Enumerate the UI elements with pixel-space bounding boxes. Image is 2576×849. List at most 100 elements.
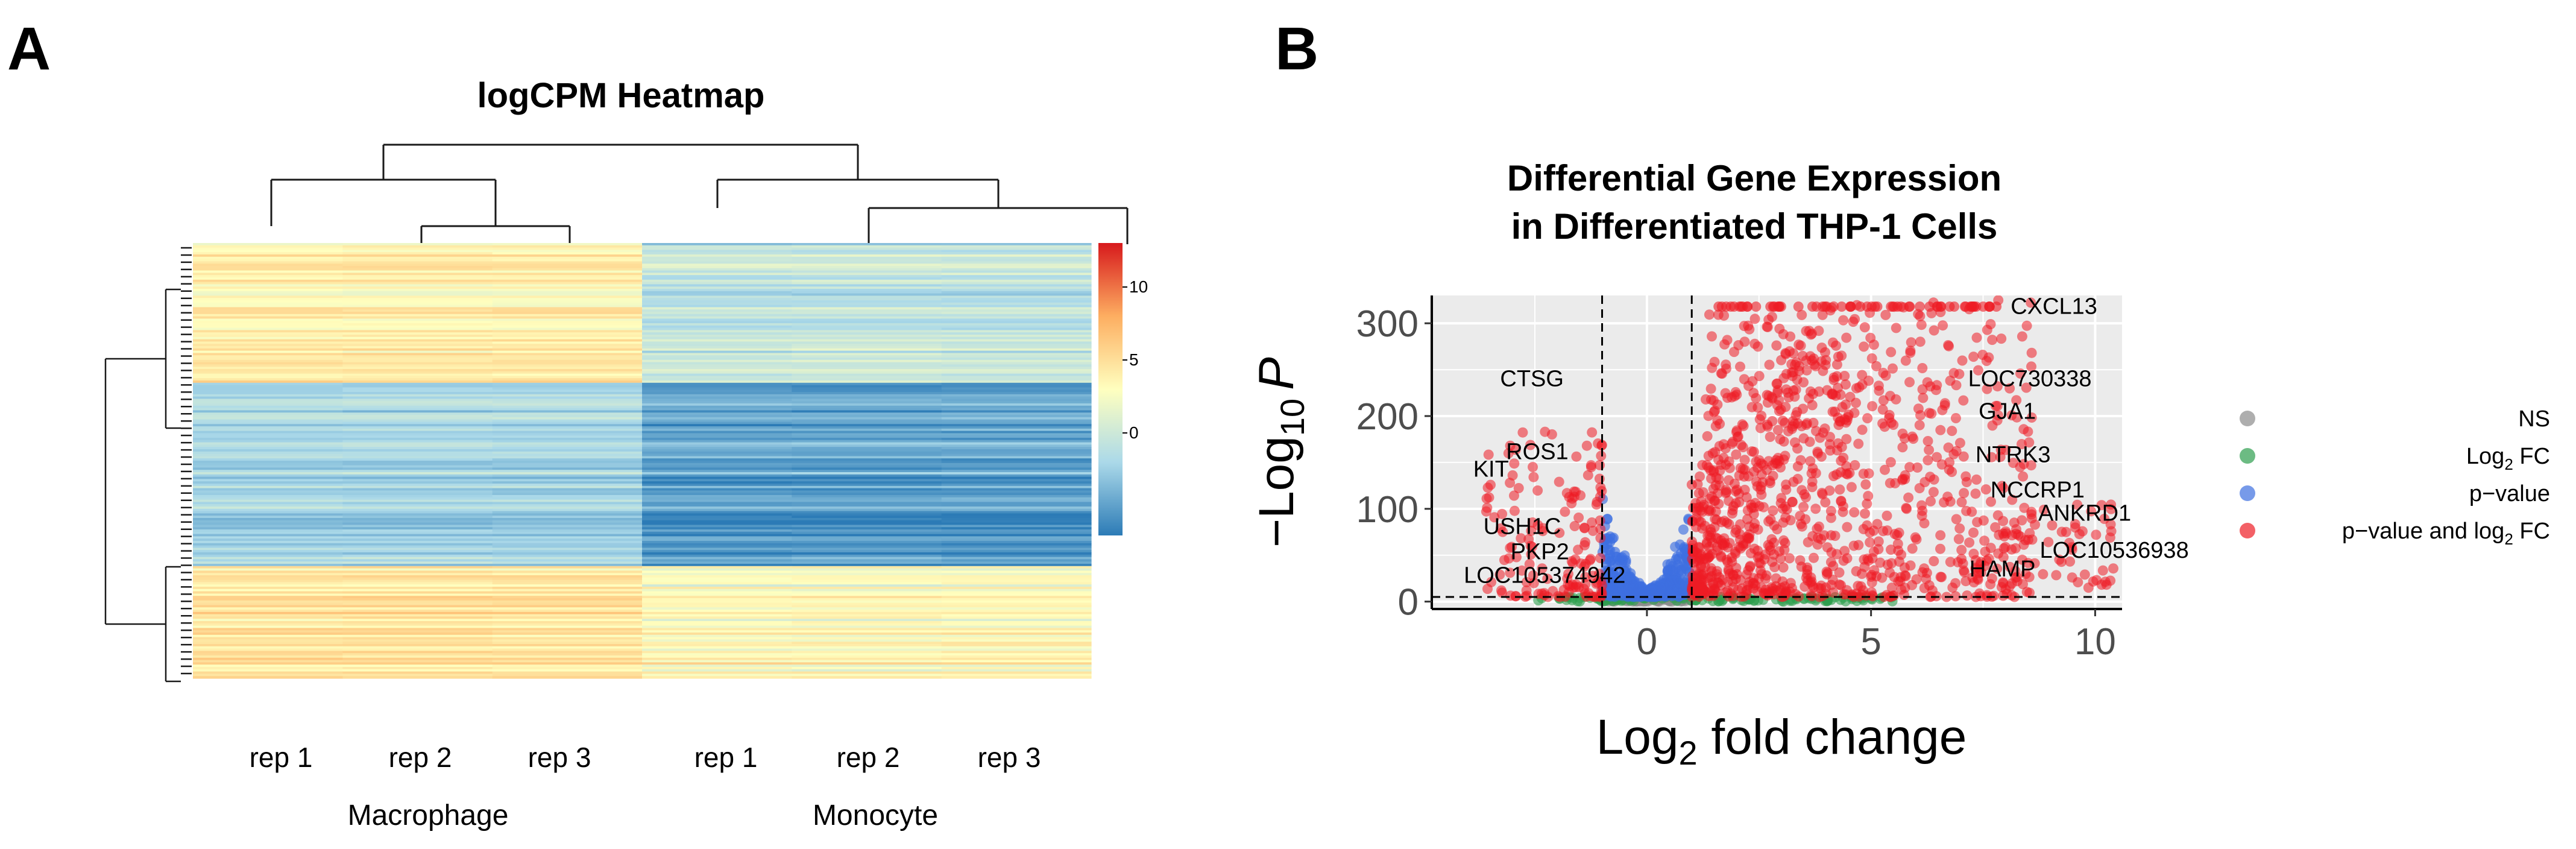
heatmap-cell bbox=[792, 557, 942, 560]
heatmap-cell bbox=[492, 369, 643, 372]
heatmap-cell bbox=[492, 447, 643, 450]
volcano-point bbox=[2011, 395, 2022, 406]
heatmap-cell bbox=[492, 348, 643, 352]
heatmap-cell bbox=[642, 247, 792, 250]
heatmap-cell bbox=[792, 378, 942, 381]
heatmap-cell bbox=[941, 346, 1092, 349]
volcano-point bbox=[1542, 573, 1553, 584]
heatmap-cell bbox=[193, 591, 343, 594]
heatmap-cell bbox=[193, 462, 343, 466]
heatmap-cell bbox=[193, 497, 343, 500]
heatmap-cell bbox=[193, 291, 343, 294]
volcano-point bbox=[1923, 436, 1933, 446]
heatmap-cell bbox=[492, 435, 643, 438]
heatmap-cell bbox=[193, 447, 343, 450]
volcano-point bbox=[1704, 541, 1715, 552]
volcano-point bbox=[1780, 402, 1791, 412]
heatmap-cell bbox=[642, 300, 792, 303]
heatmap-cell bbox=[642, 589, 792, 592]
heatmap-cell bbox=[941, 444, 1092, 447]
heatmap-cell bbox=[792, 456, 942, 459]
heatmap-cell bbox=[342, 628, 493, 631]
heatmap-cell bbox=[941, 518, 1092, 521]
heatmap-cell bbox=[792, 522, 942, 525]
heatmap-cell bbox=[193, 470, 343, 473]
volcano-point bbox=[1807, 400, 1818, 411]
heatmap-cell bbox=[492, 390, 643, 393]
volcano-point bbox=[1895, 576, 1906, 587]
heatmap-cell bbox=[342, 284, 493, 287]
volcano-point bbox=[1716, 459, 1727, 470]
volcano-point bbox=[1562, 573, 1573, 584]
heatmap-cell bbox=[193, 476, 343, 479]
heatmap-cell bbox=[642, 250, 792, 253]
volcano-point bbox=[1783, 387, 1793, 398]
heatmap-cell bbox=[193, 243, 343, 246]
heatmap-cell bbox=[342, 534, 493, 537]
heatmap-cell bbox=[792, 417, 942, 420]
heatmap-cell bbox=[193, 410, 343, 413]
volcano-point bbox=[1924, 301, 1935, 312]
volcano-point bbox=[1730, 486, 1741, 496]
heatmap-cell bbox=[792, 476, 942, 479]
volcano-point bbox=[1935, 530, 1946, 541]
heatmap-cell bbox=[193, 327, 343, 330]
heatmap-cell bbox=[642, 410, 792, 413]
volcano-point bbox=[1962, 590, 1973, 601]
heatmap-cell bbox=[193, 655, 343, 658]
volcano-point bbox=[1872, 301, 1883, 312]
volcano-point bbox=[1532, 485, 1543, 496]
volcano-title-line1: Differential Gene Expression bbox=[1507, 158, 2001, 198]
heatmap-cell bbox=[792, 392, 942, 395]
heatmap-cell bbox=[642, 474, 792, 478]
heatmap-cell bbox=[941, 543, 1092, 546]
heatmap-cell bbox=[941, 522, 1092, 525]
volcano-point bbox=[1719, 339, 1730, 350]
volcano-point bbox=[1834, 484, 1845, 495]
heatmap-cell bbox=[193, 268, 343, 271]
heatmap-cell bbox=[941, 275, 1092, 278]
heatmap-cell bbox=[492, 332, 643, 335]
heatmap-cell bbox=[492, 527, 643, 530]
heatmap-cell bbox=[941, 399, 1092, 402]
heatmap-cell bbox=[941, 447, 1092, 450]
volcano-point bbox=[1917, 567, 1928, 578]
heatmap-cell bbox=[642, 259, 792, 262]
heatmap-cell bbox=[342, 264, 493, 267]
heatmap-cell bbox=[492, 318, 643, 321]
heatmap-cell bbox=[941, 511, 1092, 514]
heatmap-cell bbox=[193, 669, 343, 672]
volcano-point bbox=[1787, 421, 1798, 432]
heatmap-cell bbox=[792, 247, 942, 250]
volcano-point bbox=[1899, 562, 1910, 573]
col-label: rep 1 bbox=[694, 742, 758, 773]
heatmap-cell bbox=[342, 256, 493, 260]
volcano-point bbox=[1982, 324, 1992, 335]
heatmap-cell bbox=[792, 671, 942, 674]
heatmap-cell bbox=[642, 392, 792, 395]
heatmap-cell bbox=[342, 538, 493, 541]
heatmap-cell bbox=[642, 295, 792, 298]
volcano-point bbox=[1826, 579, 1837, 590]
volcano-point bbox=[1812, 539, 1823, 550]
heatmap-cell bbox=[193, 573, 343, 576]
volcano-point bbox=[1595, 532, 1606, 543]
volcano-point bbox=[1956, 497, 1967, 508]
heatmap-cell bbox=[342, 529, 493, 532]
heatmap-cell bbox=[792, 291, 942, 294]
volcano-point bbox=[1992, 563, 2003, 574]
heatmap-cell bbox=[342, 268, 493, 271]
heatmap-cell bbox=[642, 607, 792, 610]
heatmap-cell bbox=[792, 481, 942, 484]
volcano-point bbox=[1748, 388, 1759, 399]
heatmap-cell bbox=[642, 376, 792, 379]
group-label-macrophage: Macrophage bbox=[348, 800, 509, 832]
heatmap-cell bbox=[792, 637, 942, 640]
heatmap-cell bbox=[792, 470, 942, 473]
heatmap-cell bbox=[941, 504, 1092, 507]
heatmap-cell bbox=[342, 440, 493, 443]
heatmap-cell bbox=[492, 566, 643, 569]
heatmap-cell bbox=[792, 653, 942, 656]
heatmap-cell bbox=[792, 461, 942, 464]
